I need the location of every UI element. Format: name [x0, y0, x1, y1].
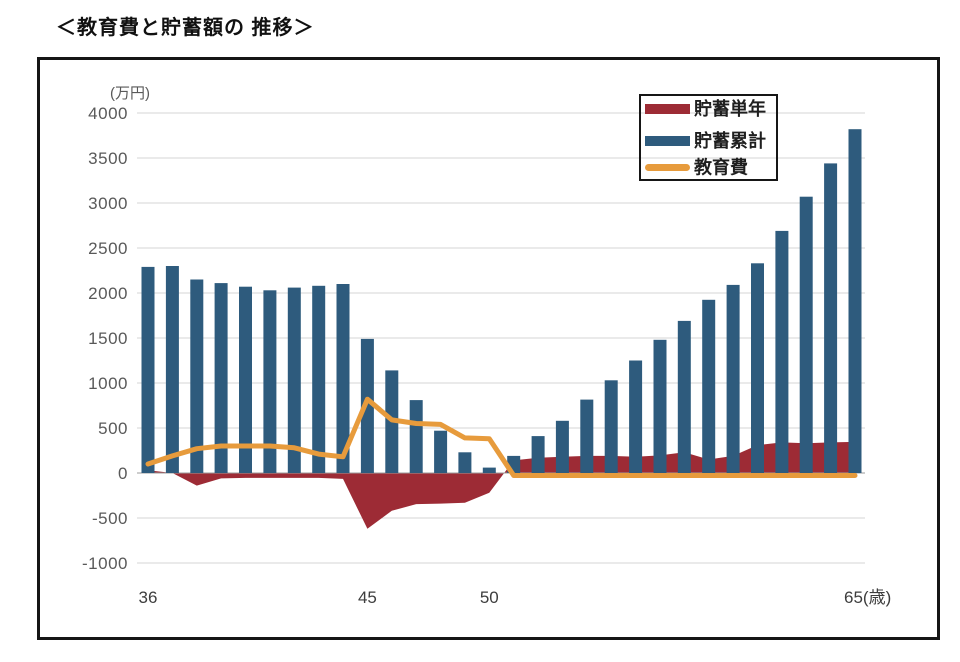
bar-age-61	[751, 263, 764, 473]
bar-age-36	[141, 266, 155, 473]
bar-age-50	[482, 467, 496, 473]
bar-age-40	[239, 286, 252, 473]
legend-item-education-cost: 教育費	[645, 157, 748, 178]
y-tick-label: 3000	[88, 194, 128, 213]
y-tick-label: 0	[118, 464, 128, 483]
bar-age-60	[726, 284, 740, 473]
x-tick-label: 45	[358, 588, 377, 607]
bar-age-65	[848, 129, 862, 473]
bar-age-47	[409, 400, 423, 473]
bar-age-38	[190, 279, 204, 473]
y-tick-label: 2000	[88, 284, 128, 303]
x-tick-label: 50	[480, 588, 499, 607]
y-tick-label: -500	[92, 509, 128, 528]
bar-age-59	[702, 299, 716, 474]
y-axis-unit-label: (万円)	[110, 85, 150, 102]
y-tick-label: 3500	[88, 149, 128, 168]
chart-title: ＜教育費と貯蓄額の 推移＞	[56, 17, 315, 39]
chart-frame: 4000 3500 3000 2500 2000 1500 1000 500 0 -500 -100…	[37, 57, 940, 640]
bar-age-52	[531, 436, 545, 473]
bar-age-53	[555, 420, 569, 473]
bar-age-54	[580, 399, 594, 473]
legend-label: 貯蓄単年	[694, 98, 766, 119]
x-axis-labels: 36 45 50 65(歳)	[139, 588, 892, 607]
x-tick-label: 36	[139, 588, 158, 607]
bar-age-49	[458, 452, 472, 473]
legend-item-savings-cumulative: 貯蓄累計	[645, 130, 766, 151]
chart-canvas: 4000 3500 3000 2500 2000 1500 1000 500 0 -500 -100…	[82, 85, 892, 607]
bar-age-58	[677, 320, 691, 473]
savings-cumulative-bars	[141, 129, 862, 474]
bar-age-55	[604, 380, 618, 473]
x-tick-label: 65(歳)	[844, 588, 891, 607]
y-axis-labels: 4000 3500 3000 2500 2000 1500 1000 500 0 -500 -100…	[82, 104, 128, 573]
education-cost-line	[145, 396, 858, 478]
legend-item-savings-annual: 貯蓄単年	[645, 98, 766, 119]
bar-age-41	[263, 290, 277, 473]
y-tick-label: -1000	[82, 554, 128, 573]
bar-age-42	[287, 287, 301, 473]
y-tick-label: 1500	[88, 329, 128, 348]
legend-box	[639, 94, 778, 181]
y-tick-label: 2500	[88, 239, 128, 258]
legend-swatch-education-cost	[645, 164, 690, 171]
legend-swatch-savings-cumulative	[645, 136, 690, 146]
bar-age-64	[824, 163, 838, 473]
y-tick-label: 4000	[88, 104, 128, 123]
bar-age-63	[799, 196, 813, 473]
y-tick-label: 500	[98, 419, 128, 438]
y-tick-label: 1000	[88, 374, 128, 393]
bar-age-57	[653, 339, 667, 473]
bar-age-43	[312, 285, 326, 473]
legend-label: 教育費	[694, 157, 748, 178]
bar-age-37	[165, 266, 179, 473]
bar-age-45	[360, 338, 374, 473]
legend-swatch-savings-annual	[645, 104, 690, 114]
bar-age-39	[214, 283, 228, 473]
bar-age-62	[775, 230, 789, 473]
legend-label: 貯蓄累計	[694, 130, 766, 151]
bar-age-48	[434, 430, 448, 473]
bar-age-44	[336, 284, 350, 473]
bar-age-56	[629, 360, 643, 473]
